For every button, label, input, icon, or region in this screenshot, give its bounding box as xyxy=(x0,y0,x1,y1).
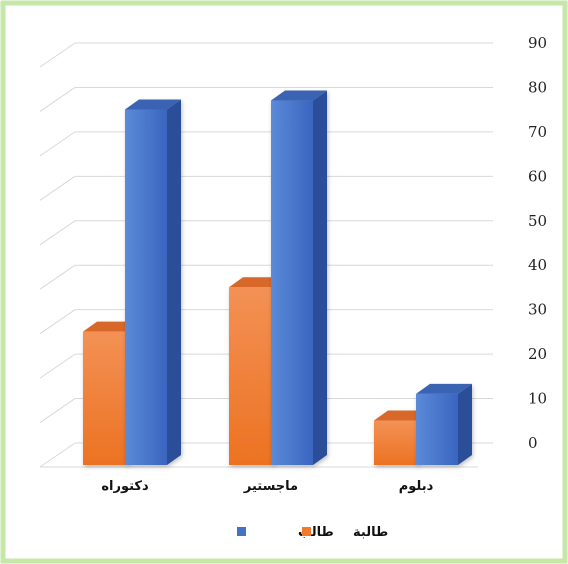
bar-front xyxy=(229,287,271,465)
y-tick-label: 30 xyxy=(528,301,547,319)
y-tick-label: 40 xyxy=(528,256,547,274)
y-tick-label: 60 xyxy=(528,167,547,185)
y-axis-ticks: 0 10 20 30 40 50 60 70 80 90 xyxy=(528,34,547,452)
bar-top xyxy=(125,99,181,110)
gridline-side-90 xyxy=(39,42,76,68)
bar-male-2 xyxy=(416,383,472,465)
legend-swatch xyxy=(237,527,246,536)
gridline-side-70 xyxy=(39,131,76,157)
gridline-side-0 xyxy=(39,442,76,468)
gridline-side-30 xyxy=(39,309,76,335)
bar-front xyxy=(271,100,313,466)
y-tick-label: 50 xyxy=(528,212,547,230)
x-category-label: دكتوراه xyxy=(101,479,149,494)
bar-front xyxy=(125,109,167,465)
y-tick-label: 20 xyxy=(528,345,547,363)
gridline-side-20 xyxy=(39,353,76,379)
y-tick-label: 80 xyxy=(528,78,547,96)
bar-front xyxy=(83,331,125,465)
bar-top xyxy=(271,90,327,101)
y-tick-label: 10 xyxy=(528,390,547,408)
gridline-side-40 xyxy=(39,264,76,290)
bar-front xyxy=(416,393,458,465)
bar-top xyxy=(416,383,472,394)
bar-side xyxy=(167,99,181,465)
y-tick-label: 70 xyxy=(528,123,547,141)
legend: طالب طالبة xyxy=(237,525,388,540)
legend-swatch xyxy=(302,527,311,536)
bar-male-1 xyxy=(271,90,327,466)
bar-front xyxy=(374,420,416,465)
y-tick-label: 0 xyxy=(528,434,538,452)
bar-side xyxy=(458,383,472,465)
x-category-label: دبلوم xyxy=(399,479,434,494)
legend-label: طالبة xyxy=(353,525,388,540)
bars xyxy=(83,90,472,466)
bar-side xyxy=(313,90,327,466)
bar-male-0 xyxy=(125,99,181,465)
gridline-side-80 xyxy=(39,87,76,112)
y-tick-label: 90 xyxy=(528,34,547,52)
gridline-side-50 xyxy=(39,220,76,246)
x-category-label: ماجستير xyxy=(243,479,298,494)
gridline-side-10 xyxy=(39,398,76,423)
gridline-side-60 xyxy=(39,175,76,201)
category-labels: دكتوراه ماجستير دبلوم xyxy=(101,479,433,494)
